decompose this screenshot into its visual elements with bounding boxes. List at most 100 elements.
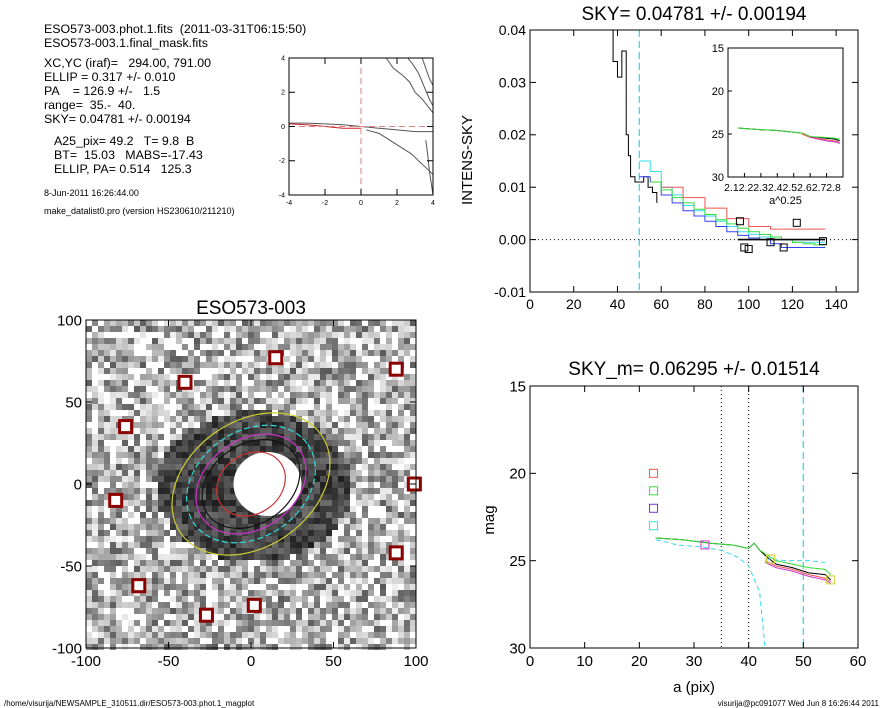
image-pixel [128, 614, 134, 620]
image-pixel [200, 536, 206, 542]
image-pixel [218, 446, 224, 452]
image-pixel [338, 614, 344, 620]
image-pixel [86, 542, 92, 548]
image-pixel [194, 566, 200, 572]
image-pixel [332, 566, 338, 572]
image-pixel [164, 482, 170, 488]
image-pixel [104, 620, 110, 626]
image-pixel [92, 524, 98, 530]
image-pixel [242, 560, 248, 566]
image-pixel [224, 500, 230, 506]
image-pixel [386, 614, 392, 620]
image-xtick-label: 0 [247, 653, 255, 670]
image-pixel [308, 338, 314, 344]
image-pixel [368, 620, 374, 626]
image-pixel [110, 470, 116, 476]
image-pixel [86, 452, 92, 458]
image-pixel [254, 344, 260, 350]
image-pixel [134, 452, 140, 458]
image-pixel [404, 554, 410, 560]
mini-xtick-label: 4 [431, 200, 435, 207]
image-pixel [104, 626, 110, 632]
image-pixel [332, 494, 338, 500]
image-pixel [218, 464, 224, 470]
image-pixel [356, 392, 362, 398]
image-pixel [362, 464, 368, 470]
image-pixel [212, 524, 218, 530]
image-pixel [404, 548, 410, 554]
image-pixel [320, 644, 326, 650]
image-pixel [290, 590, 296, 596]
image-pixel [410, 596, 416, 602]
image-pixel [236, 380, 242, 386]
image-pixel [206, 428, 212, 434]
image-pixel [254, 542, 260, 548]
image-pixel [410, 356, 416, 362]
image-pixel [326, 608, 332, 614]
image-pixel [146, 374, 152, 380]
image-pixel [338, 506, 344, 512]
image-pixel [242, 332, 248, 338]
image-pixel [386, 440, 392, 446]
image-pixel [308, 632, 314, 638]
image-pixel [134, 506, 140, 512]
image-pixel [206, 422, 212, 428]
image-pixel [248, 554, 254, 560]
image-pixel [224, 440, 230, 446]
image-pixel [92, 392, 98, 398]
image-pixel [152, 548, 158, 554]
image-pixel [332, 458, 338, 464]
image-pixel [272, 644, 278, 650]
image-pixel [164, 464, 170, 470]
image-pixel [212, 554, 218, 560]
image-pixel [338, 464, 344, 470]
image-pixel [296, 578, 302, 584]
image-pixel [350, 410, 356, 416]
image-pixel [386, 464, 392, 470]
image-title: ESO573-003 [196, 298, 306, 319]
image-pixel [152, 584, 158, 590]
image-pixel [350, 470, 356, 476]
image-pixel [362, 506, 368, 512]
image-pixel [290, 608, 296, 614]
image-pixel [278, 590, 284, 596]
image-pixel [290, 638, 296, 644]
image-pixel [404, 386, 410, 392]
image-pixel [308, 584, 314, 590]
image-pixel [362, 608, 368, 614]
image-pixel [368, 578, 374, 584]
image-pixel [398, 560, 404, 566]
image-pixel [398, 530, 404, 536]
image-pixel [260, 356, 266, 362]
image-pixel [350, 518, 356, 524]
image-pixel [392, 530, 398, 536]
image-pixel [410, 638, 416, 644]
image-pixel [140, 572, 146, 578]
image-pixel [410, 518, 416, 524]
image-pixel [224, 554, 230, 560]
image-pixel [110, 566, 116, 572]
image-pixel [278, 608, 284, 614]
image-pixel [158, 638, 164, 644]
image-pixel [410, 320, 416, 326]
image-pixel [272, 344, 278, 350]
image-pixel [182, 512, 188, 518]
image-pixel [224, 512, 230, 518]
image-pixel [242, 512, 248, 518]
image-pixel [146, 398, 152, 404]
image-pixel [230, 428, 236, 434]
image-pixel [176, 560, 182, 566]
image-pixel [200, 458, 206, 464]
image-pixel [146, 542, 152, 548]
image-pixel [104, 566, 110, 572]
image-pixel [290, 374, 296, 380]
image-pixel [356, 548, 362, 554]
image-pixel [302, 446, 308, 452]
image-pixel [98, 482, 104, 488]
image-pixel [284, 584, 290, 590]
image-pixel [182, 440, 188, 446]
image-pixel [392, 392, 398, 398]
image-pixel [104, 470, 110, 476]
image-pixel [236, 644, 242, 650]
image-pixel [386, 596, 392, 602]
